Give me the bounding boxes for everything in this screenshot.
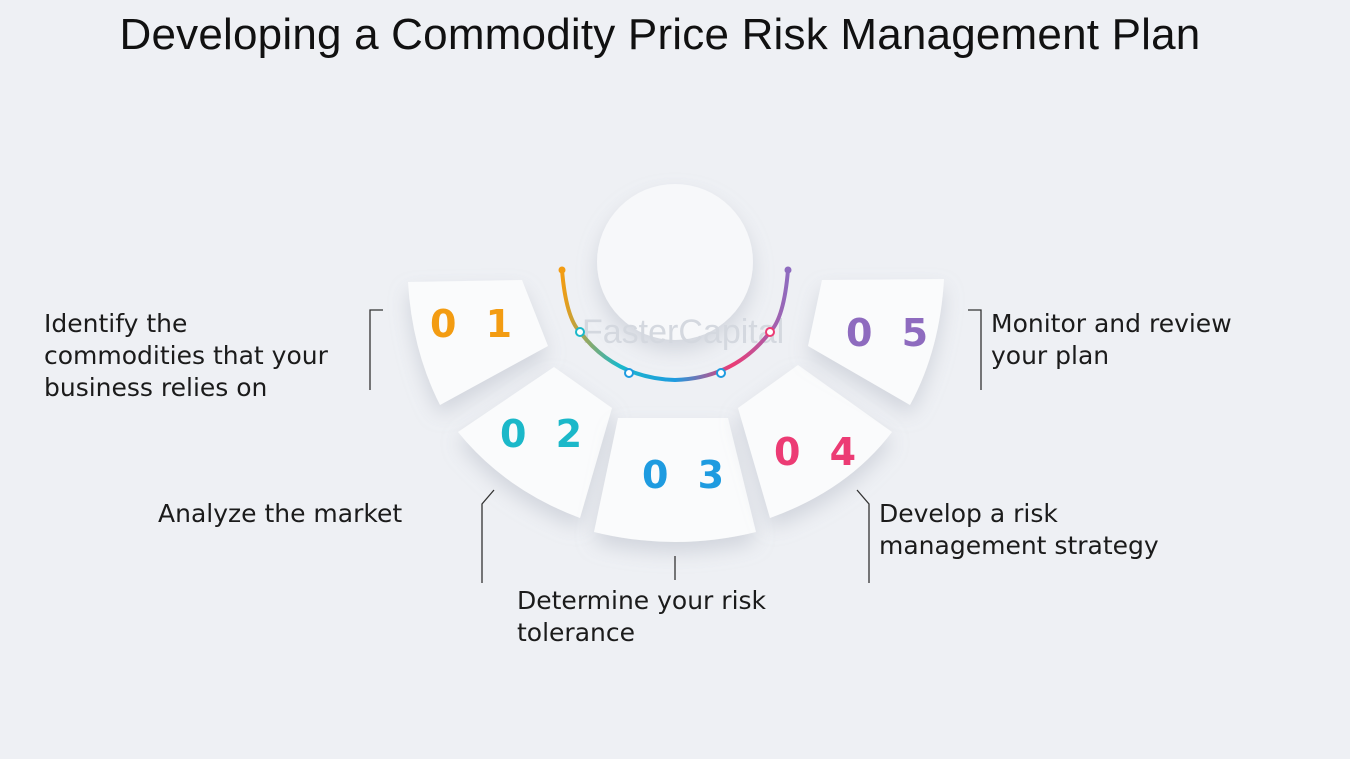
step-text-05-line-2: your plan (991, 341, 1110, 370)
center-circle (597, 184, 753, 340)
leader-line-04 (856, 489, 870, 583)
segment-05 (808, 279, 944, 405)
arc-node-2 (575, 327, 585, 337)
step-number-04: 0 4 (774, 430, 864, 474)
step-text-05-line-1: Monitor and review (991, 309, 1232, 338)
diagram-title: Developing a Commodity Price Risk Manage… (119, 10, 1201, 59)
leader-line-01 (369, 309, 383, 390)
arc-node-3 (624, 368, 634, 378)
step-text-01: Identify the commodities that your busin… (44, 308, 328, 404)
step-text-01-line-3: business relies on (44, 373, 268, 402)
step-text-04-line-1: Develop a risk (879, 499, 1058, 528)
step-text-04: Develop a risk management strategy (879, 498, 1159, 562)
leader-line-05 (968, 309, 982, 390)
connector-arc (560, 268, 790, 383)
segment-04 (738, 365, 892, 518)
step-number-02: 0 2 (500, 412, 590, 456)
step-text-01-line-1: Identify the (44, 309, 188, 338)
arc-node-6 (784, 266, 792, 274)
segment-03 (594, 418, 756, 542)
step-text-03-line-1: Determine your risk (517, 586, 767, 615)
step-number-01: 0 1 (430, 302, 520, 346)
leader-line-02 (481, 489, 495, 583)
step-text-02-line-1: Analyze the market (158, 499, 403, 528)
step-text-04-line-2: management strategy (879, 531, 1159, 560)
arc-node-4 (716, 368, 726, 378)
step-text-02: Analyze the market (158, 498, 402, 530)
step-text-03: Determine your risk tolerance (517, 585, 766, 649)
step-text-05: Monitor and review your plan (991, 308, 1232, 372)
segment-01 (408, 280, 548, 405)
step-number-03: 0 3 (642, 453, 732, 497)
arc-node-1 (558, 266, 566, 274)
step-number-05: 0 5 (846, 311, 936, 355)
watermark-text: FasterCapital (582, 313, 784, 351)
step-text-01-line-2: commodities that your (44, 341, 328, 370)
step-text-03-line-2: tolerance (517, 618, 635, 647)
segment-02 (458, 367, 612, 518)
arc-node-5 (765, 327, 775, 337)
